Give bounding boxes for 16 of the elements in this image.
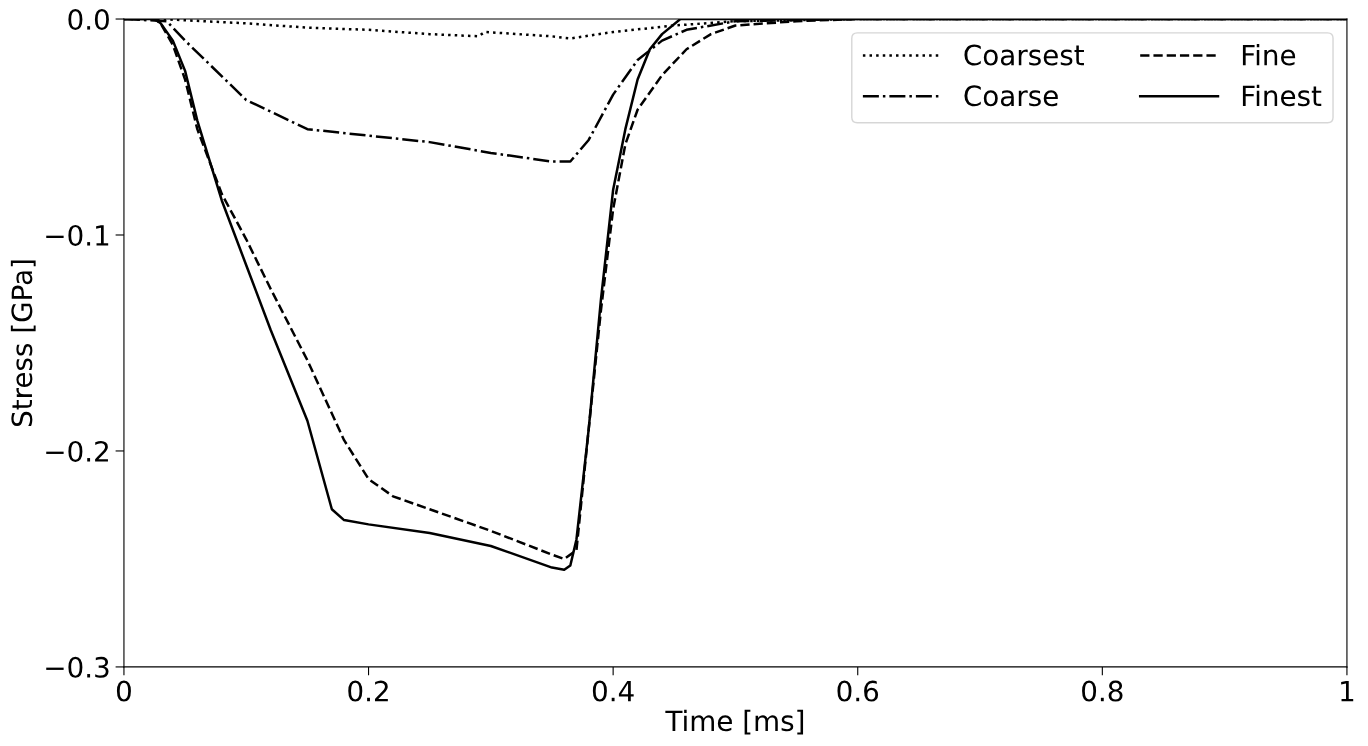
y-tick-label: −0.3: [46, 656, 109, 678]
x-tick-label: 0.8: [1082, 680, 1123, 702]
x-tick-label: 1: [1341, 680, 1354, 702]
legend-label: Coarse: [964, 85, 1058, 107]
legend-label: Fine: [1242, 44, 1296, 66]
legend-label: Finest: [1242, 84, 1322, 107]
x-tick-label: 0.6: [837, 680, 879, 702]
legend-label: Coarsest: [964, 44, 1084, 66]
x-axis-title: Time [ms]: [665, 709, 804, 735]
y-tick-label: −0.2: [46, 440, 108, 462]
x-tick-label: 0.4: [592, 680, 634, 702]
x-tick-label: 0: [116, 680, 131, 702]
y-tick-label: 0.0: [68, 8, 109, 30]
x-tick-label: 0.2: [348, 680, 388, 702]
y-axis-title: Stress [GPa]: [10, 260, 36, 427]
y-tick-label: −0.1: [46, 224, 109, 246]
